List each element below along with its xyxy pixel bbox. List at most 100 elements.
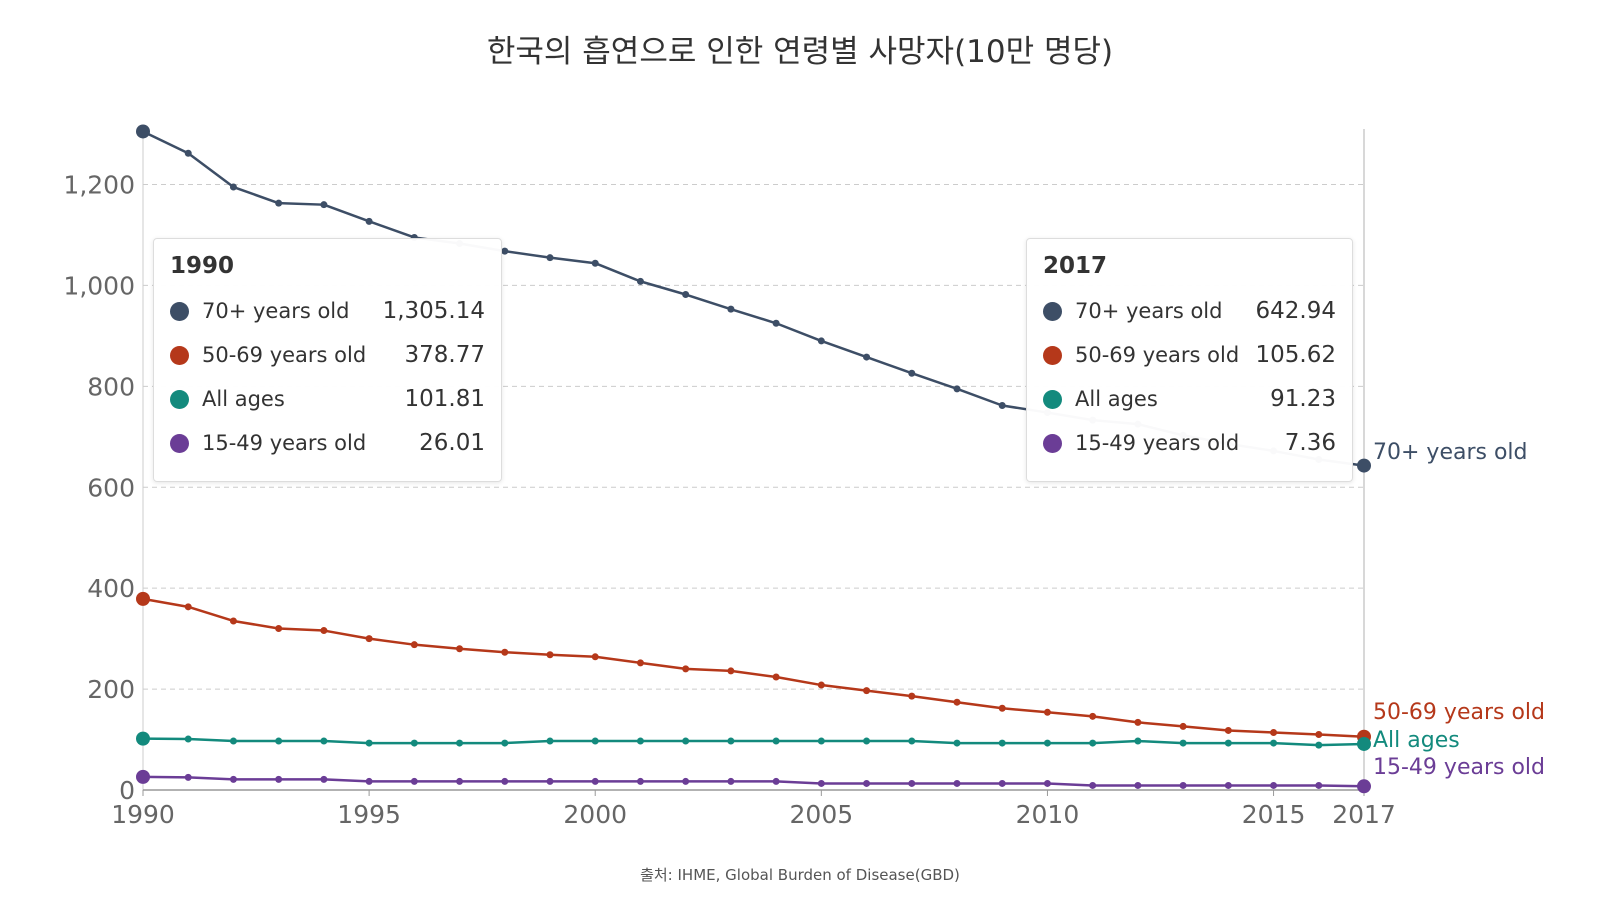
data-point <box>501 739 509 747</box>
series-line <box>142 737 1365 747</box>
data-point <box>591 259 599 267</box>
y-tick-label: 200 <box>87 675 135 704</box>
data-point <box>772 673 780 681</box>
data-point <box>365 739 373 747</box>
data-point <box>275 737 283 745</box>
data-point <box>727 737 735 745</box>
tooltip-row-15-49: 15-49 years old 26.01 <box>170 421 485 465</box>
data-point <box>1224 739 1232 747</box>
data-point <box>410 739 418 747</box>
data-point <box>546 777 554 785</box>
y-tick-label: 0 <box>119 776 135 805</box>
data-point <box>184 603 192 611</box>
data-point <box>1357 458 1371 473</box>
data-point <box>320 775 328 783</box>
tooltip-series-name: 15-49 years old <box>202 431 367 455</box>
x-tick-label: 1990 <box>111 800 175 829</box>
data-point <box>320 627 328 635</box>
tooltip-row-all-ages: All ages 91.23 <box>1043 377 1336 421</box>
series-dot-50-69 <box>1043 345 1062 365</box>
data-point <box>863 353 871 361</box>
series-dot-15-49 <box>170 433 189 453</box>
data-point <box>817 737 825 745</box>
data-point <box>817 337 825 345</box>
chart-title: 한국의 흡연으로 인한 연령별 사망자(10만 명당) <box>486 34 1114 70</box>
data-point <box>229 617 237 625</box>
data-point <box>320 737 328 745</box>
data-point <box>1270 739 1278 747</box>
tooltip-series-value: 105.62 <box>1255 342 1336 368</box>
data-point <box>546 737 554 745</box>
data-point <box>772 319 780 327</box>
tooltip-series-value: 642.94 <box>1255 298 1336 324</box>
data-point <box>727 667 735 675</box>
data-point <box>1179 781 1187 789</box>
series-end-label: 15-49 years old <box>1373 755 1545 780</box>
x-tick-label: 2005 <box>790 800 854 829</box>
data-point <box>908 779 916 787</box>
data-point <box>1357 779 1371 794</box>
data-point <box>1089 781 1097 789</box>
source-note: 출처: IHME, Global Burden of Disease(GBD) <box>640 866 960 884</box>
data-point <box>998 704 1006 712</box>
data-point <box>998 402 1006 410</box>
tooltip-series-value: 378.77 <box>404 342 485 368</box>
data-point <box>229 737 237 745</box>
data-point <box>1134 737 1142 745</box>
data-point <box>1043 739 1051 747</box>
data-point <box>591 653 599 661</box>
x-tick-label: 2010 <box>1016 800 1080 829</box>
data-point <box>1089 712 1097 720</box>
tooltip-row-all-ages: All ages 101.81 <box>170 377 485 421</box>
data-point <box>591 737 599 745</box>
data-point <box>456 777 464 785</box>
data-point <box>953 385 961 393</box>
data-point <box>501 777 509 785</box>
data-point <box>772 777 780 785</box>
data-point <box>136 731 150 746</box>
tooltip-year: 2017 <box>1043 253 1108 279</box>
data-point <box>998 779 1006 787</box>
series-dot-15-49 <box>1043 433 1062 453</box>
data-point <box>591 777 599 785</box>
data-point <box>546 651 554 659</box>
data-point <box>636 659 644 667</box>
tooltip-series-name: All ages <box>1075 387 1158 411</box>
data-point <box>275 625 283 633</box>
data-point <box>863 687 871 695</box>
x-tick-label: 2015 <box>1242 800 1306 829</box>
data-point <box>1270 781 1278 789</box>
data-point <box>1224 781 1232 789</box>
data-point <box>546 254 554 262</box>
tooltip-1990: 1990 70+ years old 1,305.14 50-69 years … <box>153 238 502 482</box>
tooltip-series-name: 70+ years old <box>202 299 350 323</box>
data-point <box>136 769 150 784</box>
data-point <box>1134 718 1142 726</box>
tooltip-series-value: 91.23 <box>1270 386 1336 412</box>
data-point <box>1043 708 1051 716</box>
y-tick-label: 400 <box>87 574 135 603</box>
data-point <box>953 698 961 706</box>
data-point <box>456 645 464 653</box>
data-point <box>1089 739 1097 747</box>
y-tick-label: 800 <box>87 372 135 401</box>
series-end-label: 70+ years old <box>1373 440 1528 465</box>
data-point <box>136 591 150 606</box>
x-tick-label: 2017 <box>1332 800 1396 829</box>
data-point <box>1179 722 1187 730</box>
data-point <box>501 648 509 656</box>
data-point <box>1315 730 1323 738</box>
series-dot-70plus <box>1043 301 1062 321</box>
data-point <box>863 779 871 787</box>
tooltip-row-50-69: 50-69 years old 378.77 <box>170 333 485 377</box>
data-point <box>275 199 283 207</box>
data-point <box>136 124 150 139</box>
data-point <box>1179 739 1187 747</box>
y-tick-label: 1,000 <box>63 271 135 300</box>
data-point <box>1357 736 1371 751</box>
data-point <box>410 641 418 649</box>
data-point <box>365 635 373 643</box>
tooltip-series-value: 26.01 <box>419 430 485 456</box>
data-point <box>636 277 644 285</box>
